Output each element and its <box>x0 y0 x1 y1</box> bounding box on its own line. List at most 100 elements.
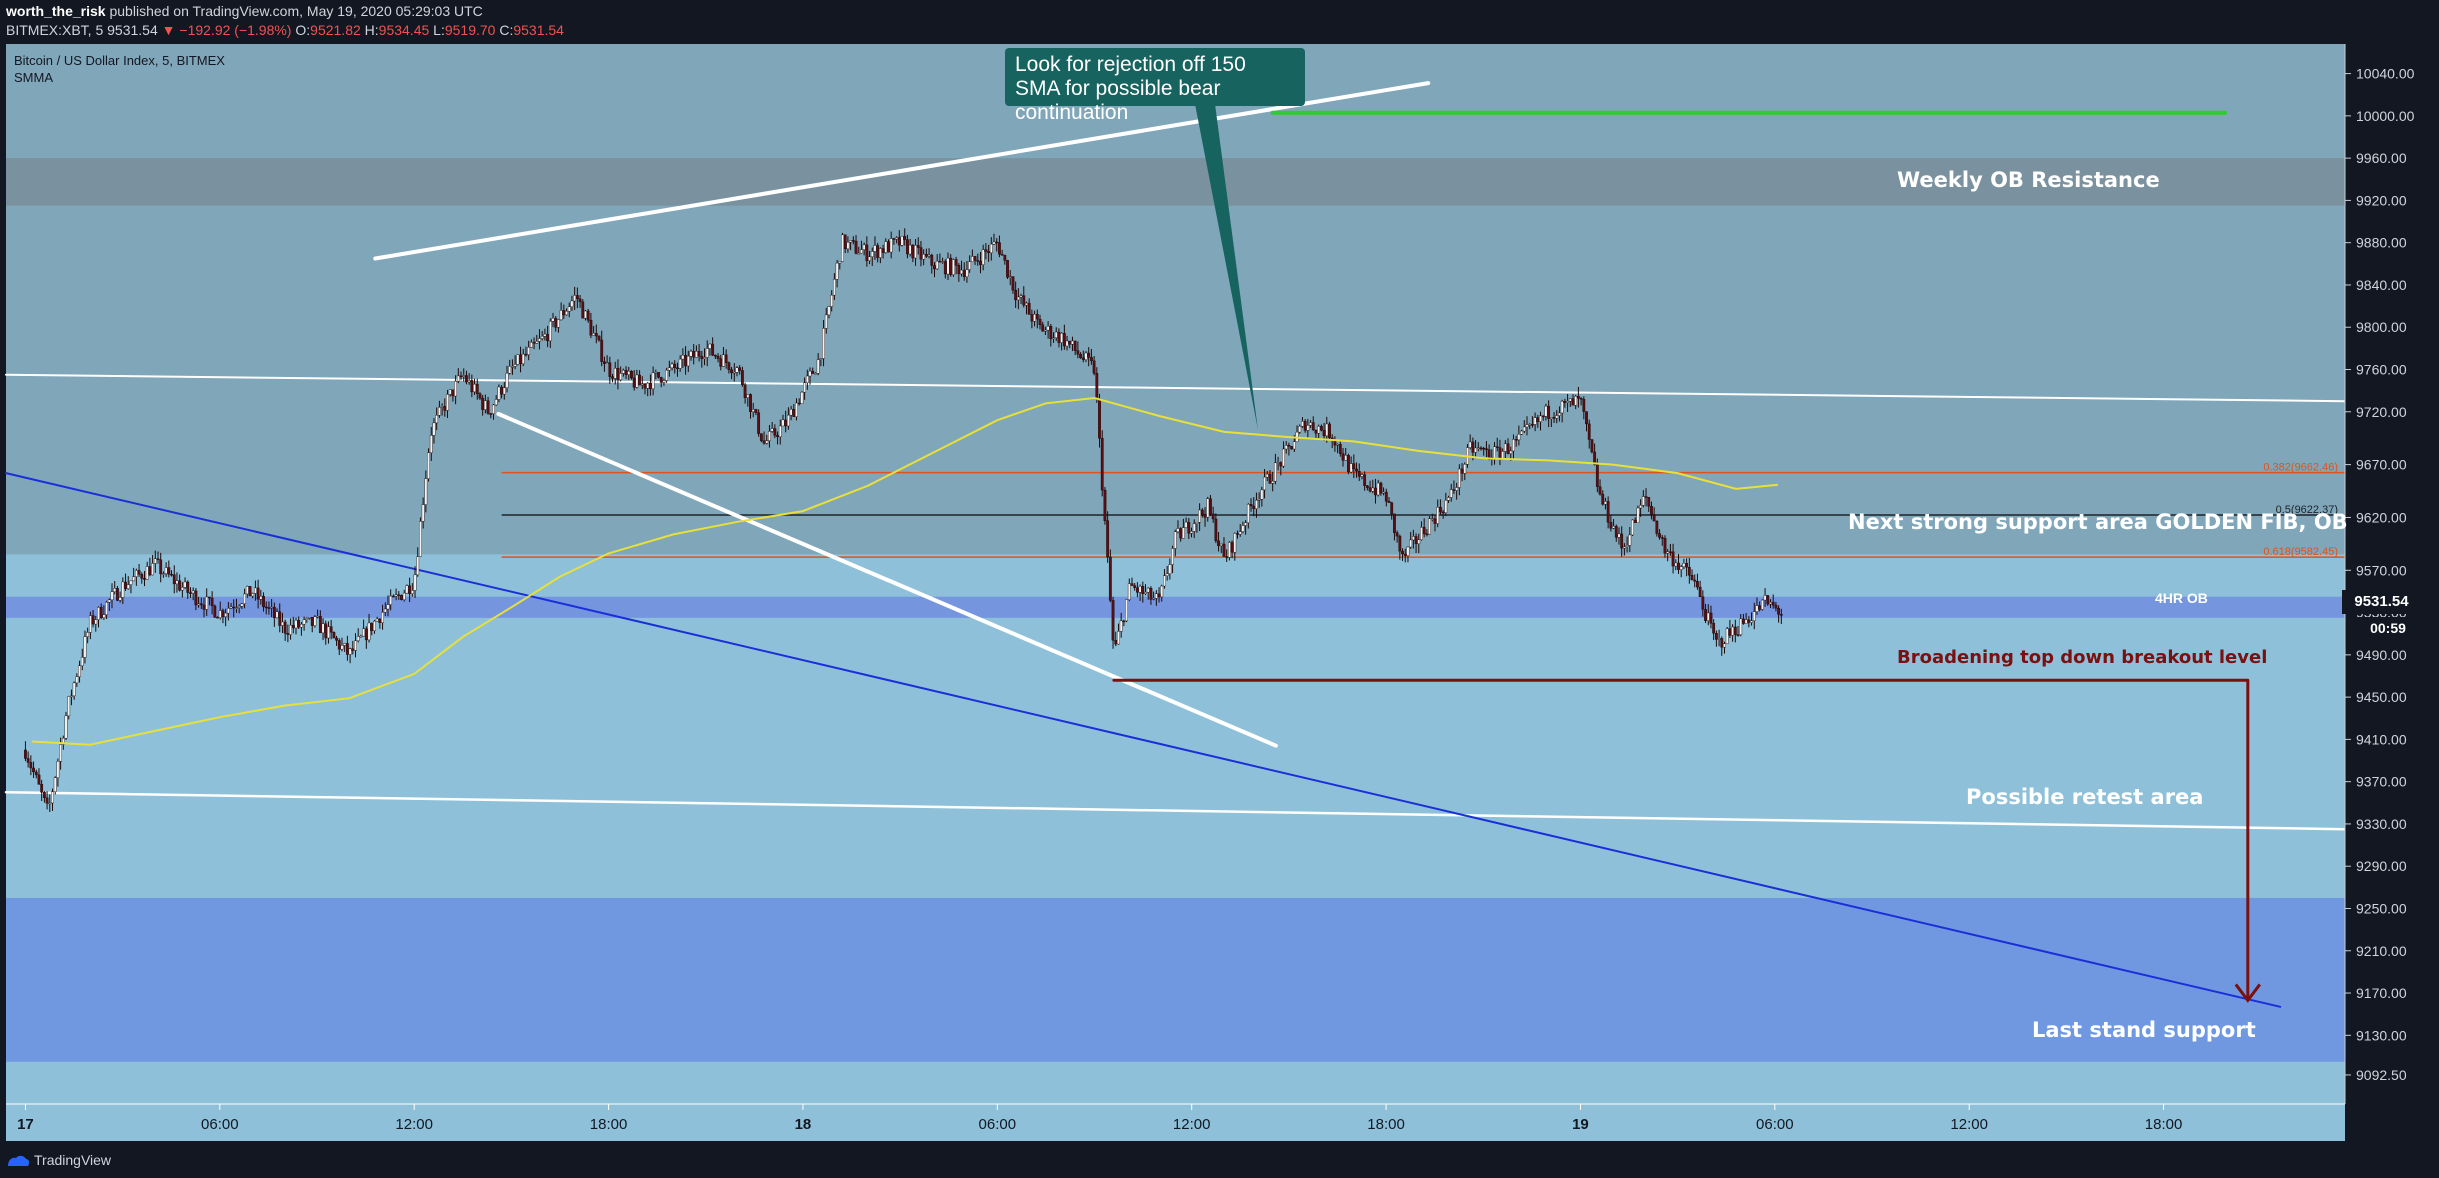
candle <box>97 606 100 628</box>
candle <box>1195 522 1199 533</box>
weekly-ob-label[interactable]: Weekly OB Resistance <box>1897 168 2160 192</box>
tradingview-brand[interactable]: TradingView <box>34 1152 112 1168</box>
candle <box>410 583 414 597</box>
candle-body <box>1674 562 1678 567</box>
candle <box>922 249 926 266</box>
candle-body <box>1625 545 1629 547</box>
candle <box>224 608 228 627</box>
candle <box>1536 414 1540 428</box>
candle <box>191 587 195 601</box>
candle-body <box>205 596 209 610</box>
candle-body <box>197 603 200 606</box>
candle-body <box>1777 607 1781 615</box>
candle-body <box>1016 296 1020 301</box>
candle <box>1633 517 1637 523</box>
candle-body <box>451 389 455 397</box>
four-hr-ob-label[interactable]: 4HR OB <box>2155 590 2208 606</box>
author-name[interactable]: worth_the_risk <box>6 3 106 19</box>
candle <box>819 358 823 367</box>
candle-body <box>1111 600 1115 641</box>
candle-body <box>175 580 179 585</box>
candle-body <box>624 369 628 375</box>
candle-body <box>540 336 544 339</box>
price-tick-label: 9370.00 <box>2356 774 2407 790</box>
candle-body <box>1125 599 1128 622</box>
candle <box>832 273 836 300</box>
candle-body <box>1290 446 1294 450</box>
candle-body <box>743 384 747 398</box>
candle-body <box>722 354 725 367</box>
candle <box>1290 446 1294 450</box>
candle <box>1674 559 1678 571</box>
candle-body <box>1041 324 1045 332</box>
candle-body <box>1227 542 1231 558</box>
tradingview-logo-icon[interactable] <box>6 1154 30 1168</box>
candle-body <box>40 784 44 793</box>
symbol-label: BITMEX:XBT, 5 <box>6 22 104 38</box>
candle <box>822 319 825 367</box>
candle-body <box>757 412 761 434</box>
candle <box>294 617 298 635</box>
candle <box>48 794 52 812</box>
candle-body <box>248 586 252 597</box>
candle <box>1184 517 1188 529</box>
candle-body <box>1544 405 1548 417</box>
candle-body <box>1303 421 1307 431</box>
candle <box>1144 584 1147 596</box>
candle-body <box>1360 474 1364 477</box>
candle-body <box>32 767 35 773</box>
candle-body <box>240 603 244 607</box>
legend-indicator[interactable]: SMMA <box>14 70 53 85</box>
candle-body <box>1455 487 1459 491</box>
candle-body <box>1493 446 1496 459</box>
candle-body <box>1549 417 1553 419</box>
retest-area-label[interactable]: Possible retest area <box>1966 785 2204 809</box>
price-tick-label: 9450.00 <box>2356 689 2407 705</box>
candle <box>689 349 693 361</box>
legend-symbol-title[interactable]: Bitcoin / US Dollar Index, 5, BITMEX <box>14 53 225 68</box>
candle <box>1057 328 1061 348</box>
candle <box>45 791 49 810</box>
candle-body <box>1133 585 1137 588</box>
candle-body <box>378 618 382 624</box>
candle <box>903 228 907 246</box>
candle <box>373 619 376 634</box>
candle <box>446 389 449 418</box>
candle <box>489 412 493 419</box>
candle <box>105 600 109 620</box>
candle <box>1650 501 1653 520</box>
candle-body <box>778 425 782 438</box>
candle-body <box>427 452 430 479</box>
candle-body <box>64 715 68 739</box>
candle <box>1522 420 1526 434</box>
candle-body <box>640 383 644 386</box>
candle-body <box>1622 546 1626 549</box>
time-tick-label: 06:00 <box>979 1116 1017 1133</box>
candle <box>662 378 666 386</box>
candle <box>1187 518 1191 539</box>
candle <box>1233 532 1237 561</box>
candle <box>792 403 796 417</box>
broadening-top-label[interactable]: Broadening top down breakout level <box>1897 647 2268 668</box>
candle-body <box>1517 434 1521 441</box>
candle-body <box>849 240 853 243</box>
last-stand-label[interactable]: Last stand support <box>2032 1018 2256 1042</box>
candle-body <box>1531 424 1534 426</box>
candle <box>37 768 41 785</box>
candle-body <box>1268 473 1272 484</box>
golden-fib-label[interactable]: Next strong support area GOLDEN FIB, OB <box>1848 510 2348 534</box>
candle-body <box>497 386 501 400</box>
candle-body <box>1395 532 1399 537</box>
candle <box>1060 332 1064 351</box>
weekly-ob-zone <box>6 158 2345 206</box>
callout-box[interactable]: Look for rejection off 150 SMA for possi… <box>1005 48 1305 124</box>
candle <box>1265 471 1269 482</box>
time-tick-label: 18:00 <box>590 1116 628 1133</box>
candle <box>797 398 801 406</box>
candle <box>462 368 466 382</box>
candle-body <box>459 375 463 378</box>
candle-body <box>178 580 182 591</box>
candle-body <box>410 590 414 594</box>
time-axis[interactable]: 17 06:00 12:00 18:00 18 06:00 12:00 18:00 19 06:0… <box>6 1103 2345 1141</box>
